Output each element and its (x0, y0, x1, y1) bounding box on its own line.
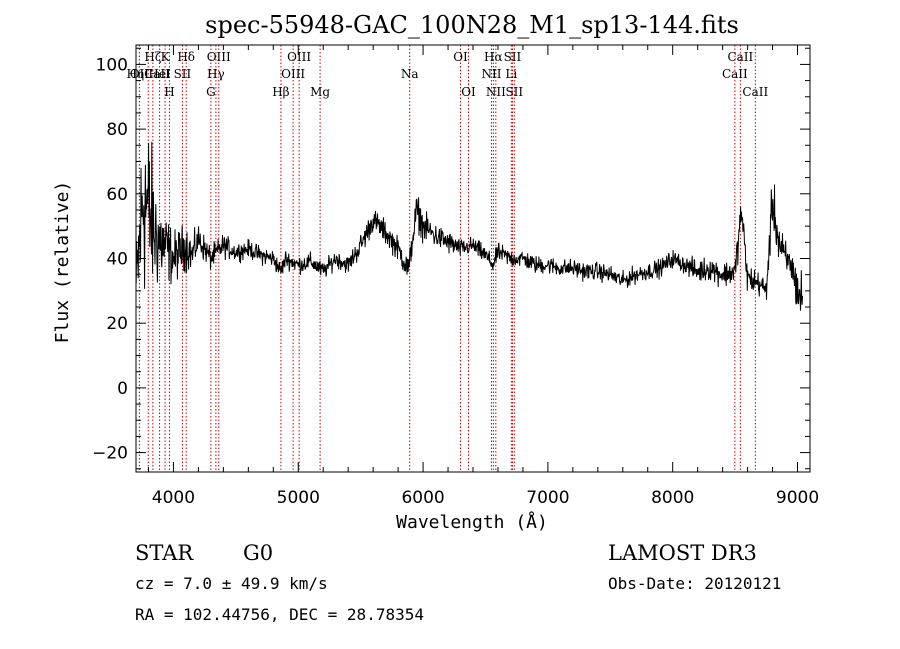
spectral-line-label: K (161, 50, 171, 64)
x-tick-labels: 4000 5000 6000 7000 8000 9000 (152, 488, 819, 508)
spectral-line-label: OII (130, 67, 150, 81)
y-tick-label: 80 (106, 120, 128, 140)
spectrum-series-line (135, 141, 803, 311)
spectral-line-label: Hγ (207, 67, 225, 81)
spectral-line-label: OI (453, 50, 468, 64)
x-tick-label: 4000 (152, 488, 195, 508)
spectral-line-label: OIII (281, 67, 305, 81)
spectral-line-label: NII (481, 67, 501, 81)
x-tick-label: 9000 (776, 488, 819, 508)
y-tick-labels: −20 0 20 40 60 80 100 (92, 55, 128, 463)
y-tick-label: 100 (96, 55, 128, 75)
x-tick-label: 7000 (526, 488, 569, 508)
spectral-line-label: CaII (742, 85, 768, 99)
object-subclass: G0 (243, 541, 273, 565)
y-tick-label: 60 (106, 185, 128, 205)
spectral-line-label: Na (401, 67, 419, 81)
spectral-line-label: Mg (310, 85, 330, 99)
chart-title: spec-55948-GAC_100N28_M1_sp13-144.fits (205, 11, 739, 39)
obs-date: Obs-Date: 20120121 (608, 574, 781, 593)
spectral-line-label: HηCaII (126, 67, 170, 81)
spectral-line-label: Li (505, 67, 517, 81)
survey-name: LAMOST DR3 (608, 541, 757, 565)
y-axis-label: Flux (relative) (52, 181, 73, 344)
spectral-line-labels: OIIHηCaIIHζHeIKHSIIHδGHγOIIIHβOIIIOIIIMg… (126, 50, 768, 99)
y-tick-label: 0 (117, 379, 128, 399)
x-tick-label: 8000 (651, 488, 694, 508)
y-tick-label: 40 (106, 250, 128, 270)
spectral-line-label: CaII (722, 67, 748, 81)
object-class: STAR (135, 541, 194, 565)
x-tick-label: 5000 (277, 488, 320, 508)
spectral-line-label: HeI (148, 67, 171, 81)
spectral-line-label: OIII (207, 50, 231, 64)
spectral-line-label: Hζ (144, 50, 161, 64)
axis-ticks (136, 45, 810, 472)
coordinates: RA = 102.44756, DEC = 28.78354 (135, 605, 424, 624)
spectral-line-label: CaII (727, 50, 753, 64)
spectral-line-label: Hβ (272, 85, 289, 99)
x-tick-label: 6000 (401, 488, 444, 508)
spectral-line-label: OIII (287, 50, 311, 64)
spectral-line-label: SII (505, 85, 523, 99)
spectral-line-label: G (206, 85, 216, 99)
spectral-line-label: H (164, 85, 174, 99)
plot-frame (135, 44, 811, 473)
y-tick-label: 20 (106, 314, 128, 334)
redshift-cz: cz = 7.0 ± 49.9 km/s (135, 574, 328, 593)
spectral-line-label: OI (461, 85, 476, 99)
x-axis-label: Wavelength (Å) (396, 511, 548, 533)
spectral-line-label: Hδ (177, 50, 195, 64)
spectral-line-label: NII (486, 85, 506, 99)
spectral-line-label: Hα (484, 50, 503, 64)
spectral-line-label: SII (174, 67, 192, 81)
y-tick-label: −20 (92, 444, 128, 464)
spectral-line-label: SII (504, 50, 522, 64)
